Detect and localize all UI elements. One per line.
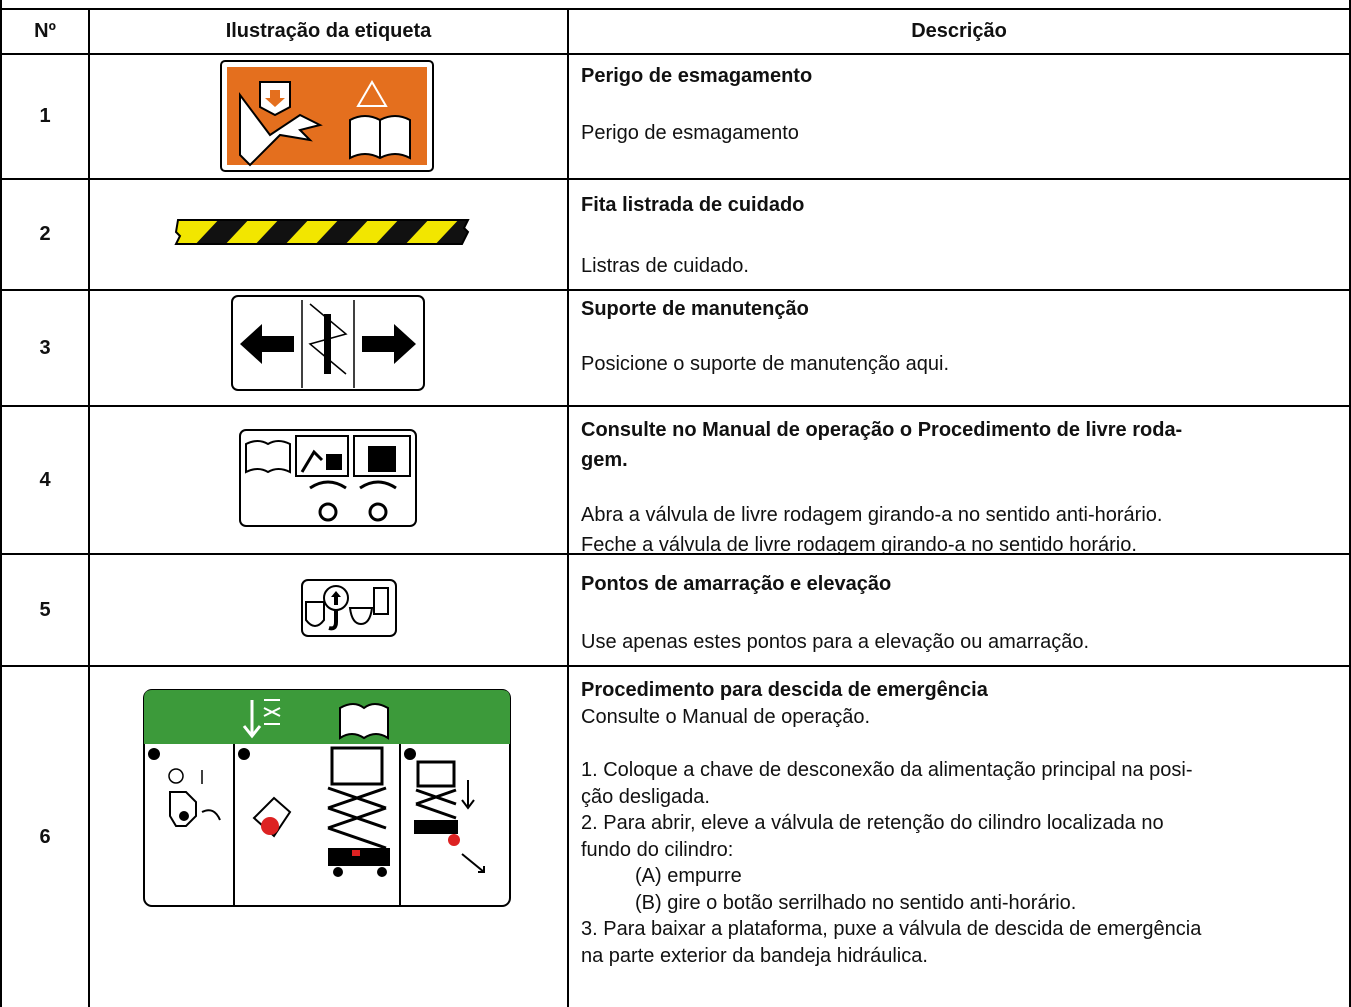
description-cell: Consulte no Manual de operação o Procedi… xyxy=(567,405,1351,556)
header-cell: Descrição xyxy=(567,8,1351,53)
title: Procedimento para descida de emergência xyxy=(581,679,988,701)
description-cell: Fita listrada de cuidado Listras de cuid… xyxy=(567,178,1351,289)
description: 2. Para abrir, eleve a válvula de retenç… xyxy=(581,812,1164,834)
description: fundo do cilindro: xyxy=(581,838,734,861)
title: Pontos de amarração e elevação xyxy=(581,573,892,595)
description-cell: Perigo de esmagamento Perigo de esmagame… xyxy=(567,53,1351,178)
emergency-lowering-label xyxy=(143,689,511,907)
title: gem. xyxy=(581,449,628,471)
header-cell: Ilustração da etiqueta xyxy=(88,8,567,53)
row-number: 1 xyxy=(0,53,88,178)
illustration-cell xyxy=(88,53,567,178)
tie-down-label xyxy=(301,579,397,637)
prev-row xyxy=(0,0,1351,8)
illustration-cell xyxy=(88,289,567,405)
title: Suporte de manutenção xyxy=(581,298,809,320)
title: Consulte no Manual de operação o Procedi… xyxy=(581,419,1183,441)
illustration-cell xyxy=(88,405,567,553)
illustration-cell xyxy=(88,178,567,289)
description: Feche a válvula de livre rodagem girando… xyxy=(581,534,1137,556)
crush-label xyxy=(220,60,434,172)
description: (B) gire o botão serrilhado no sentido a… xyxy=(635,891,1077,914)
header-cell: Nº xyxy=(0,8,88,53)
description: (A) empurre xyxy=(635,865,742,887)
description: Consulte o Manual de operação. xyxy=(581,705,871,728)
description: Listras de cuidado. xyxy=(581,255,749,277)
description: 1. Coloque a chave de desconexão da alim… xyxy=(581,759,1193,781)
illustration-cell xyxy=(88,553,567,665)
description: Posicione o suporte de manutenção aqui. xyxy=(581,353,950,375)
illustration-cell xyxy=(88,665,567,1007)
description-cell: Suporte de manutenção Posicione o suport… xyxy=(567,289,1351,405)
description: 3. Para baixar a plataforma, puxe a válv… xyxy=(581,918,1202,940)
description: na parte exterior da bandeja hidráulica. xyxy=(581,944,928,967)
description: Abra a válvula de livre rodagem girando-… xyxy=(581,504,1163,526)
title: Perigo de esmagamento xyxy=(581,65,813,87)
description-cell: Procedimento para descida de emergência … xyxy=(567,665,1351,1007)
row-number: 6 xyxy=(0,665,88,1007)
maintenance-support-label xyxy=(231,295,425,391)
description-cell: Pontos de amarração e elevação Use apena… xyxy=(567,553,1351,665)
description: Use apenas estes pontos para a elevação … xyxy=(581,631,1090,653)
row-number: 5 xyxy=(0,553,88,665)
row-number: 3 xyxy=(0,289,88,405)
description: ção desligada. xyxy=(581,785,710,808)
row-number: 2 xyxy=(0,178,88,289)
row-number: 4 xyxy=(0,405,88,553)
title: Fita listrada de cuidado xyxy=(581,194,805,216)
free-wheel-label xyxy=(239,429,417,527)
description: Perigo de esmagamento xyxy=(581,122,799,144)
caution-tape xyxy=(174,219,470,245)
